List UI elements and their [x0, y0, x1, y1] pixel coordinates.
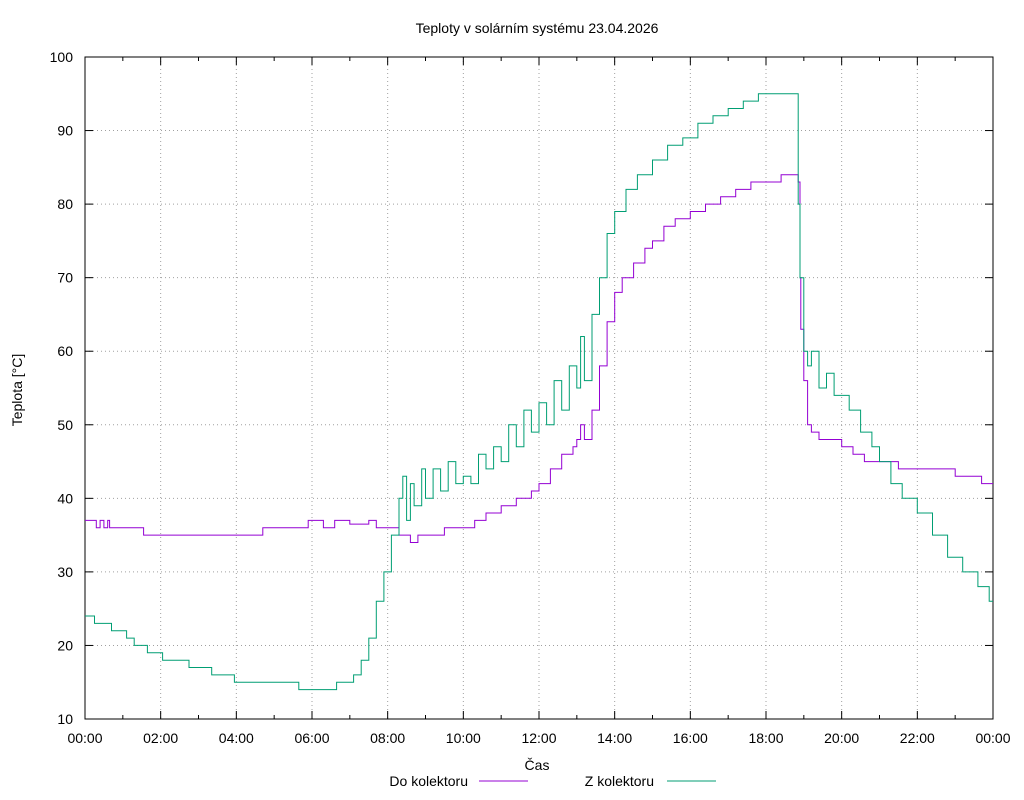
- x-tick-label: 22:00: [900, 730, 935, 746]
- x-tick-label: 04:00: [219, 730, 254, 746]
- plot-frame: [84, 56, 994, 720]
- x-axis-label: Čas: [525, 757, 550, 773]
- series-line-0: [85, 174, 993, 543]
- chart-title: Teploty v solárním systému 23.04.2026: [416, 20, 659, 36]
- x-tick-label: 12:00: [521, 730, 556, 746]
- y-tick-label: 100: [50, 49, 74, 65]
- y-tick-label: 80: [57, 196, 73, 212]
- series-lines: [85, 93, 993, 691]
- y-tick-label: 40: [57, 490, 73, 506]
- x-tick-label: 18:00: [748, 730, 783, 746]
- chart-legend: Do kolektoru Z kolektoru: [389, 773, 716, 789]
- x-tick-label: 08:00: [370, 730, 405, 746]
- y-tick-label: 30: [57, 564, 73, 580]
- x-tick-label: 14:00: [597, 730, 632, 746]
- x-axis: 00:00 02:00 04:00 06:00 08:00 10:00 12:00 14:00…: [67, 57, 1011, 746]
- x-tick-label: 10:00: [446, 730, 481, 746]
- x-tick-label: 06:00: [294, 730, 329, 746]
- x-tick-label: 00:00: [67, 730, 102, 746]
- y-tick-label: 20: [57, 637, 73, 653]
- y-tick-label: 50: [57, 417, 73, 433]
- series-line-1: [85, 93, 993, 691]
- legend-label-0: Do kolektoru: [389, 773, 468, 789]
- legend-label-1: Z kolektoru: [585, 773, 654, 789]
- x-tick-label: 16:00: [673, 730, 708, 746]
- y-axis: 10 20 30 40 50 60 70 80 90 100: [50, 49, 993, 727]
- y-tick-label: 90: [57, 123, 73, 139]
- y-tick-label: 60: [57, 343, 73, 359]
- y-tick-label: 10: [57, 711, 73, 727]
- y-tick-label: 70: [57, 270, 73, 286]
- x-tick-label: 20:00: [824, 730, 859, 746]
- y-axis-label: Teplota [°C]: [9, 354, 25, 427]
- chart-grid: [85, 57, 993, 719]
- x-tick-label: 02:00: [143, 730, 178, 746]
- x-tick-label: 00:00: [975, 730, 1010, 746]
